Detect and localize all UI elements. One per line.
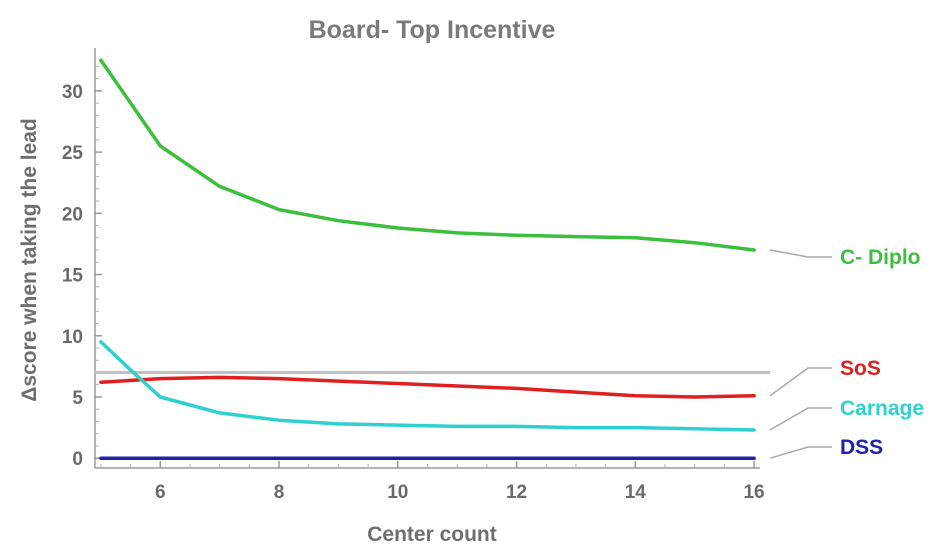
x-tick-label: 6 (155, 482, 166, 503)
y-tick-label: 25 (62, 143, 84, 164)
legend-label-carnage: Carnage (840, 397, 924, 420)
legend-label-sos: SoS (840, 357, 881, 380)
legend-leader-sos (769, 367, 832, 397)
y-axis-label: Δscore when taking the lead (18, 118, 41, 402)
x-tick-label: 14 (625, 482, 647, 503)
legend-label-dss: DSS (840, 436, 883, 459)
x-axis-label: Center count (367, 523, 497, 546)
series-line-carnage (99, 340, 756, 432)
y-tick-label: 5 (72, 388, 83, 409)
y-tick-label: 10 (62, 327, 83, 348)
y-tick-label: 20 (62, 204, 83, 225)
x-tick-label: 8 (274, 482, 285, 503)
y-tick-label: 15 (62, 266, 84, 287)
x-tick-label: 12 (506, 482, 527, 503)
legend-leader-carnage (769, 407, 832, 431)
series-line-sos (99, 375, 756, 399)
y-tick-label: 0 (72, 449, 83, 470)
legend-leader-c-diplo (769, 249, 832, 258)
y-tick-label: 30 (62, 82, 83, 103)
legend-label-c-diplo: C- Diplo (840, 246, 920, 269)
x-tick-label: 16 (743, 482, 764, 503)
plot-area: 0 5 10 15 20 25 30 6 8 10 12 14 16 C- Diplo SoS Carnage… (62, 48, 924, 503)
x-tick-label: 10 (387, 482, 408, 503)
legend-leader-dss (769, 446, 832, 459)
chart-title: Board- Top Incentive (309, 16, 556, 44)
series-line-c-diplo (99, 58, 756, 252)
